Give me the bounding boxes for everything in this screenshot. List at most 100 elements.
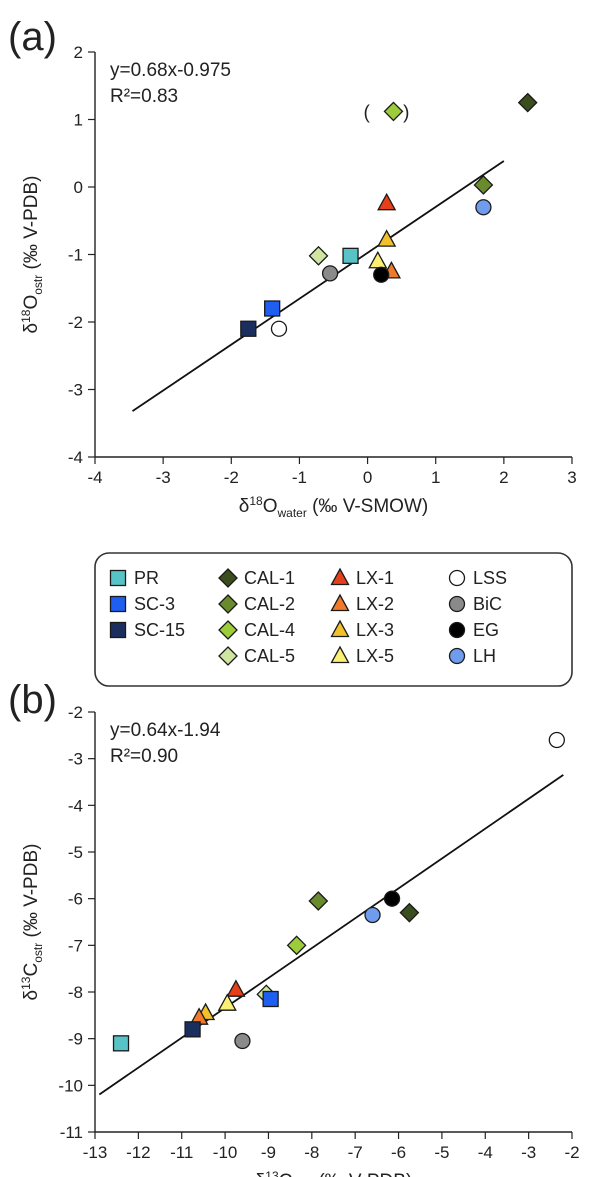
y-axis-title-element: C — [21, 963, 42, 977]
y-axis-title-delta: δ — [21, 323, 42, 334]
legend-label-cal-4: CAL-4 — [244, 620, 295, 640]
x-tick-label: -13 — [83, 1143, 108, 1162]
y-axis-title-sub: ostr — [31, 275, 45, 295]
x-axis-title-units: (‰ V-SMOW) — [307, 496, 428, 517]
regression-equation: y=0.68x-0.975 — [110, 60, 231, 81]
x-tick-label: 1 — [431, 468, 440, 487]
legend-label-lss: LSS — [473, 568, 507, 588]
y-tick-label: -11 — [60, 1123, 83, 1142]
legend-marker-bic — [448, 595, 466, 613]
legend-marker-lx-1 — [330, 567, 350, 586]
legend-marker-cal-4 — [218, 620, 238, 640]
panel-label: (a) — [8, 15, 57, 59]
data-point-cal-2 — [308, 891, 329, 911]
y-tick-label: -4 — [68, 796, 83, 815]
y-axis-title-units: (‰ V-PDB) — [21, 844, 42, 943]
x-axis-title-element: O — [263, 496, 278, 517]
legend-label-sc-15: SC-15 — [134, 620, 185, 640]
x-tick-label: -1 — [292, 468, 307, 487]
data-point-lx-5 — [368, 250, 388, 269]
legend-label-eg: EG — [473, 620, 499, 640]
legend-marker-lh — [448, 647, 466, 665]
data-point-pr — [342, 247, 359, 265]
data-point-pr — [112, 1035, 130, 1052]
x-axis-title-sub: water — [276, 506, 306, 520]
x-tick-label: -11 — [170, 1143, 193, 1162]
data-point-lh — [475, 199, 492, 216]
legend-label-lx-3: LX-3 — [356, 620, 394, 640]
data-point-sc-15 — [240, 320, 257, 337]
legend-label-sc-3: SC-3 — [134, 594, 175, 614]
x-tick-label: 3 — [567, 468, 576, 487]
legend-marker-lx-3 — [330, 619, 350, 638]
data-point-cal-1 — [399, 902, 420, 923]
data-point-bic — [234, 1032, 251, 1050]
legend-label-cal-2: CAL-2 — [244, 594, 295, 614]
legend-marker-cal-1 — [218, 568, 238, 588]
legend-label-bic: BiC — [473, 594, 502, 614]
legend-label-pr: PR — [134, 568, 159, 588]
x-tick-label: -10 — [213, 1143, 238, 1162]
panel-b: -13 -12 -11 -10 -9 -8 -7 -6 -5 -4 -3 -2 -11 -10 -9 -8 -7… — [8, 678, 580, 1177]
y-axis-title: δ18Oostr (‰ V-PDB) — [19, 176, 45, 334]
data-point-cal-1 — [517, 92, 538, 113]
legend-label-cal-5: CAL-5 — [244, 646, 295, 666]
y-tick-label: -5 — [68, 843, 83, 862]
legend-label-lh: LH — [473, 646, 496, 666]
data-point-cal-4 — [383, 101, 404, 122]
r-squared: R²=0.83 — [110, 86, 178, 107]
x-tick-label: -8 — [304, 1143, 319, 1162]
y-tick-label: 0 — [74, 178, 83, 197]
y-tick-label: -3 — [68, 750, 83, 769]
data-point-cal-2 — [473, 175, 494, 195]
x-tick-label: -4 — [478, 1143, 493, 1162]
legend-marker-pr — [109, 569, 127, 587]
x-axis-title: δ18Owater (‰ V-SMOW) — [239, 494, 428, 520]
legend-marker-cal-2 — [218, 594, 238, 614]
y-tick-label: -2 — [68, 703, 83, 722]
data-point-lss — [548, 731, 565, 749]
r-squared: R²=0.90 — [110, 746, 178, 767]
data-point-cal-4 — [286, 935, 307, 956]
x-tick-label: -7 — [348, 1143, 363, 1162]
data-point-lx-5 — [217, 993, 237, 1011]
legend-label-lx-1: LX-1 — [356, 568, 394, 588]
x-tick-label: -3 — [521, 1143, 536, 1162]
legend-marker-sc-15 — [109, 621, 127, 639]
data-point-sc-15 — [184, 1021, 201, 1038]
x-tick-label: -12 — [126, 1143, 151, 1162]
y-axis-title-element: O — [21, 295, 42, 310]
panel-label: (b) — [8, 678, 57, 722]
y-axis-title-sup: 18 — [19, 309, 33, 323]
y-tick-label: -9 — [68, 1030, 83, 1049]
data-point-eg — [373, 266, 390, 283]
y-axis-title-sup: 13 — [19, 976, 33, 990]
x-tick-label: -5 — [434, 1143, 449, 1162]
y-tick-label: -6 — [68, 890, 83, 909]
y-tick-label: -8 — [68, 983, 83, 1002]
x-tick-label: -2 — [224, 468, 239, 487]
y-tick-label: 2 — [74, 43, 83, 62]
x-tick-label: 2 — [499, 468, 508, 487]
x-axis-title-sup: 13 — [265, 1169, 279, 1177]
x-axis-title-units: (‰ V-PDB) — [313, 1171, 412, 1177]
legend-label-lx-5: LX-5 — [356, 646, 394, 666]
data-point-cal-5 — [308, 245, 329, 266]
x-axis-title-element: C — [279, 1171, 293, 1177]
data-point-lx-3 — [377, 229, 397, 247]
y-axis-title-units: (‰ V-PDB) — [21, 176, 42, 275]
y-tick-label: -10 — [58, 1076, 83, 1095]
legend-marker-lss — [448, 569, 466, 587]
x-tick-label: -4 — [87, 468, 102, 487]
x-axis-title: δ13CDIC (‰ V-PDB) — [255, 1169, 413, 1177]
legend-label-cal-1: CAL-1 — [244, 568, 295, 588]
data-point-bic — [321, 265, 339, 282]
legend-label-lx-2: LX-2 — [356, 594, 394, 614]
y-axis-title-sub: ostr — [31, 943, 45, 963]
regression-equation: y=0.64x-1.94 — [110, 720, 221, 741]
legend-marker-eg — [448, 621, 466, 639]
x-tick-label: -3 — [156, 468, 171, 487]
y-tick-label: -7 — [68, 936, 83, 955]
